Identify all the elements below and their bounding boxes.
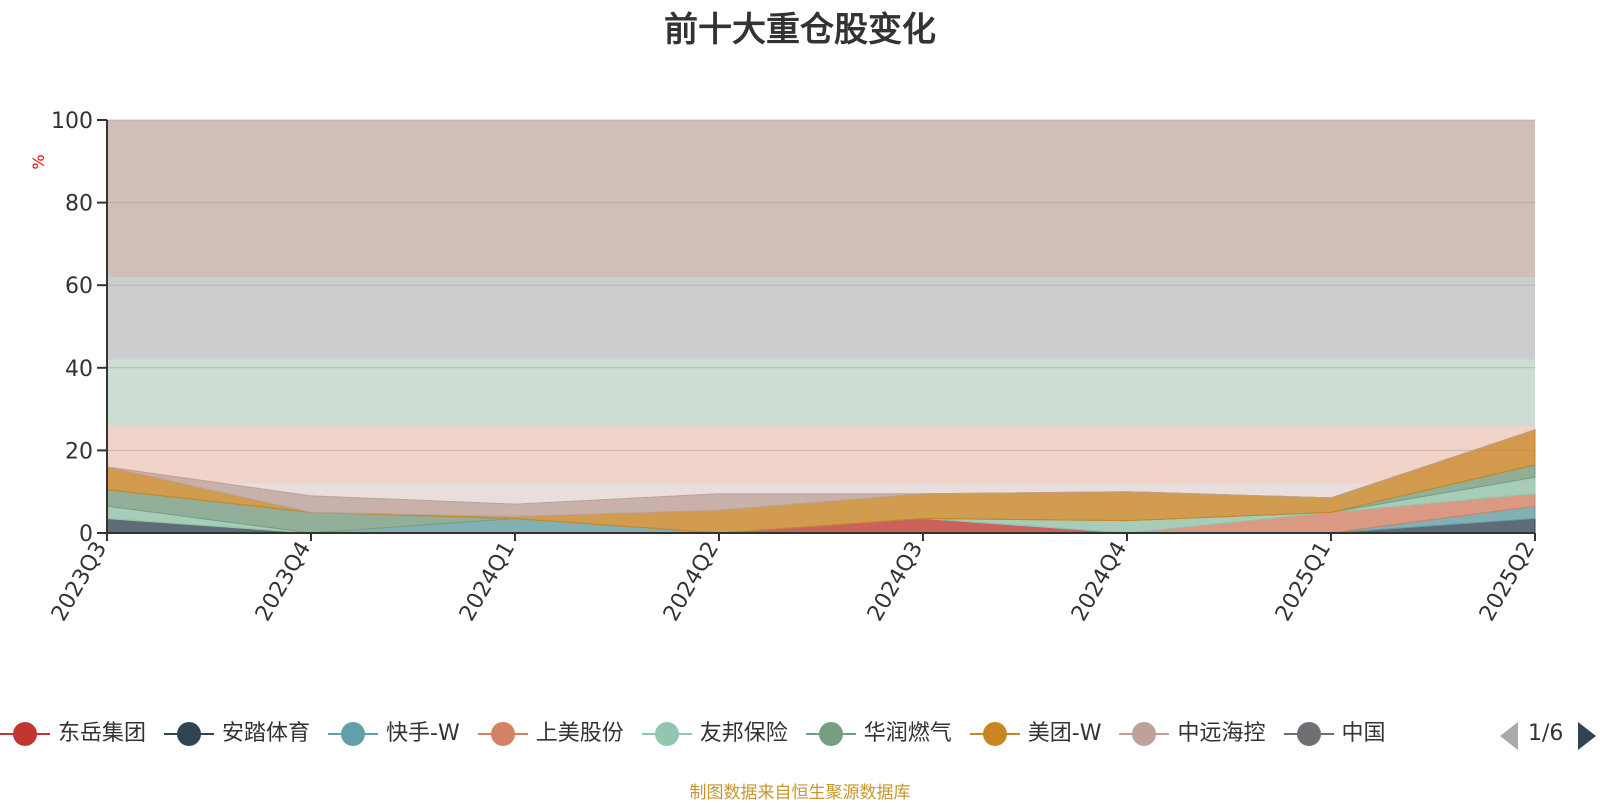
x-tick-label: 2024Q2 — [659, 538, 724, 626]
legend-items: 东岳集团 安踏体育 快手-W 上美股份 友邦保险 华润燃气 美团-W 中远海控 中国 — [0, 714, 1478, 754]
y-tick-label: 40 — [65, 357, 93, 382]
y-tick-label: 60 — [65, 274, 93, 299]
x-tick-label: 2023Q3 — [47, 538, 112, 626]
background-bands — [107, 120, 1535, 533]
x-tick-label: 2025Q2 — [1475, 538, 1540, 626]
background-band — [107, 359, 1535, 426]
y-tick-label: 20 — [65, 439, 93, 464]
legend-pager: 1/6 — [1500, 714, 1600, 754]
legend-item[interactable]: 安踏体育 — [164, 714, 310, 754]
legend-label: 美团-W — [1027, 721, 1102, 746]
legend-label: 中远海控 — [1177, 721, 1266, 746]
legend-item[interactable]: 东岳集团 — [0, 714, 146, 754]
y-tick-label: 100 — [51, 109, 93, 134]
legend-label: 快手-W — [386, 721, 460, 746]
x-tick-label: 2025Q1 — [1271, 538, 1336, 626]
legend: 东岳集团 安踏体育 快手-W 上美股份 友邦保险 华润燃气 美团-W 中远海控 中国 1/6 — [0, 714, 1600, 754]
y-tick-label: 0 — [79, 522, 93, 547]
x-tick-label: 2024Q4 — [1067, 538, 1132, 626]
legend-item[interactable]: 友邦保险 — [641, 714, 788, 754]
background-band — [107, 120, 1535, 277]
legend-item[interactable]: 美团-W — [969, 714, 1102, 754]
legend-marker-icon — [969, 722, 1020, 746]
legend-marker-icon — [328, 722, 379, 746]
legend-label: 友邦保险 — [699, 721, 788, 746]
legend-marker-icon — [164, 722, 215, 746]
legend-page-indicator: 1/6 — [1528, 721, 1564, 746]
legend-marker-icon — [477, 722, 528, 746]
x-tick-label: 2024Q3 — [863, 538, 928, 626]
legend-marker-icon — [1119, 722, 1170, 746]
legend-label: 华润燃气 — [863, 721, 952, 746]
legend-marker-icon — [0, 722, 50, 746]
legend-label: 上美股份 — [535, 721, 624, 746]
chart-title: 前十大重仓股变化 — [664, 10, 936, 50]
legend-label: 中国 — [1341, 721, 1386, 746]
legend-item[interactable]: 华润燃气 — [805, 714, 952, 754]
series-area — [106, 429, 1536, 517]
legend-item[interactable]: 快手-W — [328, 714, 460, 754]
legend-item[interactable]: 中远海控 — [1119, 714, 1266, 754]
legend-item[interactable]: 中国 — [1283, 714, 1386, 754]
legend-marker-icon — [1283, 722, 1334, 746]
x-tick-label: 2023Q4 — [251, 538, 316, 626]
background-band — [107, 425, 1535, 484]
chart-svg: 0 20 40 60 80 100 2023Q3 2023Q4 2024Q1 2024Q2 2024… — [29, 109, 1540, 626]
legend-label: 安踏体育 — [222, 721, 311, 746]
legend-prev-page-icon[interactable] — [1500, 722, 1518, 750]
legend-label: 东岳集团 — [58, 721, 147, 746]
y-tick-label: 80 — [65, 192, 93, 217]
legend-marker-icon — [805, 722, 856, 746]
legend-marker-icon — [641, 722, 692, 746]
legend-item[interactable]: 上美股份 — [477, 714, 624, 754]
y-axis-label: % — [29, 154, 48, 169]
background-band — [107, 276, 1535, 360]
data-source-note: 制图数据来自恒生聚源数据库 — [689, 783, 911, 803]
x-tick-label: 2024Q1 — [455, 538, 520, 626]
legend-next-page-icon[interactable] — [1578, 722, 1596, 750]
